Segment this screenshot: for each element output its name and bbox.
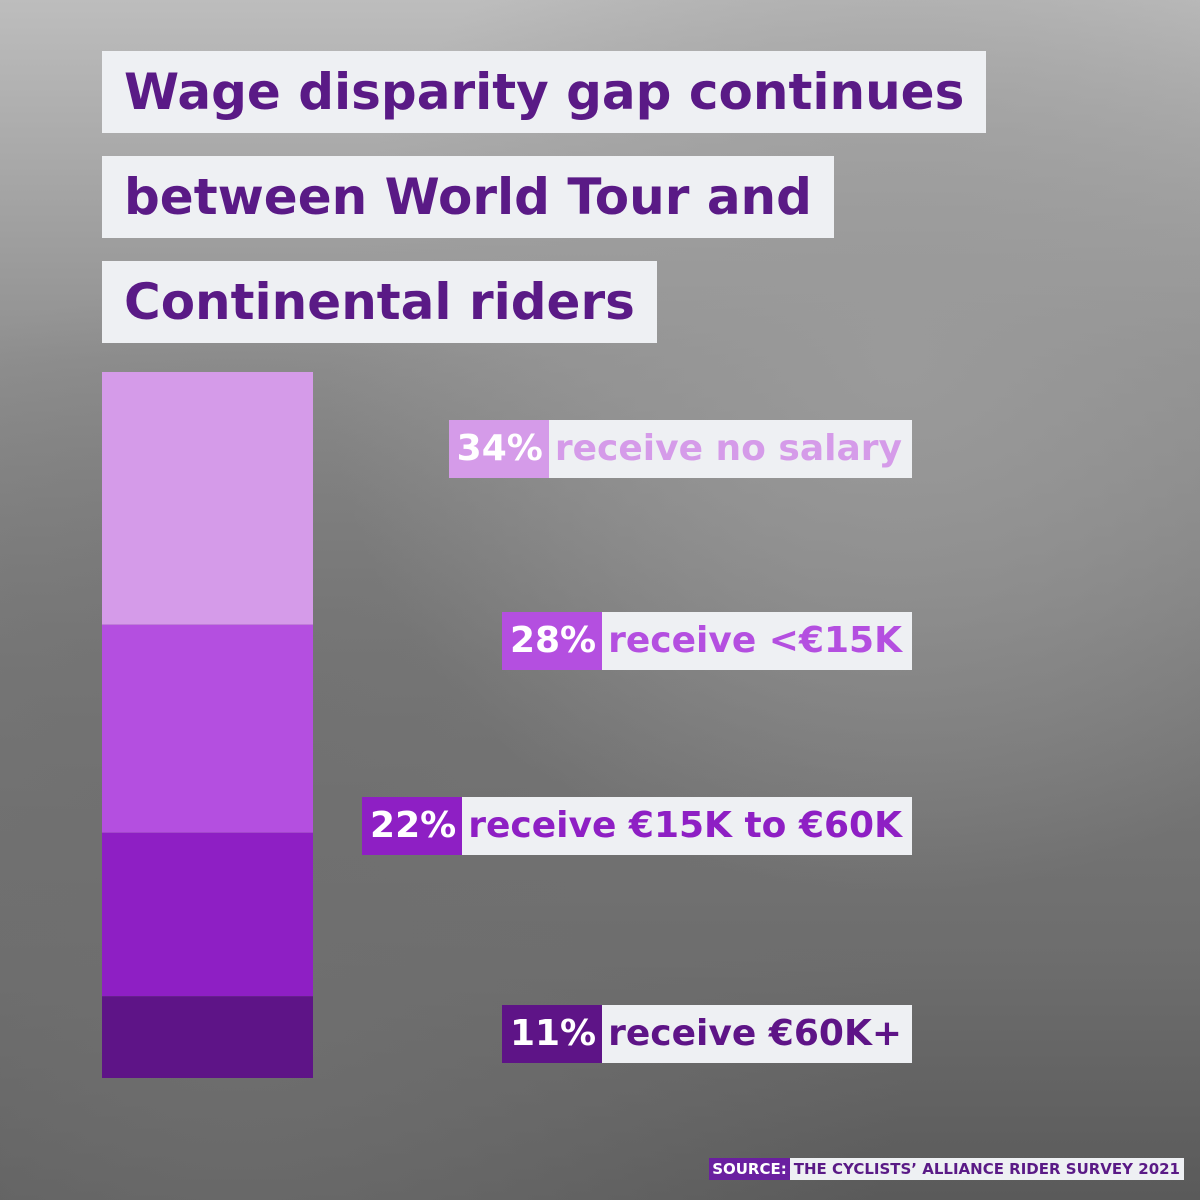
category-label: receive €15K to €60K [462, 797, 912, 855]
value-label: 34% [448, 420, 549, 478]
bar-segment [102, 372, 313, 625]
source-row: SOURCE: THE CYCLISTS’ ALLIANCE RIDER SUR… [709, 1158, 1184, 1180]
label-row: 34% receive no salary [448, 420, 912, 478]
bar-segment [102, 832, 313, 997]
label-row: 28% receive <€15K [501, 612, 912, 670]
value-label: 28% [501, 612, 603, 670]
bar-segment [102, 996, 313, 1078]
category-label: receive <€15K [602, 612, 912, 670]
source: THE CYCLISTS’ ALLIANCE RIDER SURVEY 2021 [789, 1158, 1184, 1180]
bar-segment [102, 624, 313, 833]
category-label: receive no salary [548, 420, 912, 478]
label-row: 11% receive €60K+ [501, 1005, 912, 1063]
source-label: SOURCE: [709, 1158, 790, 1180]
category-label: receive €60K+ [602, 1005, 912, 1063]
value-label: 11% [501, 1005, 603, 1063]
title-box: Wage disparity gap continues between Wor… [102, 40, 1002, 355]
value-label: 22% [362, 797, 463, 855]
label-row: 22% receive €15K to €60K [362, 797, 912, 855]
